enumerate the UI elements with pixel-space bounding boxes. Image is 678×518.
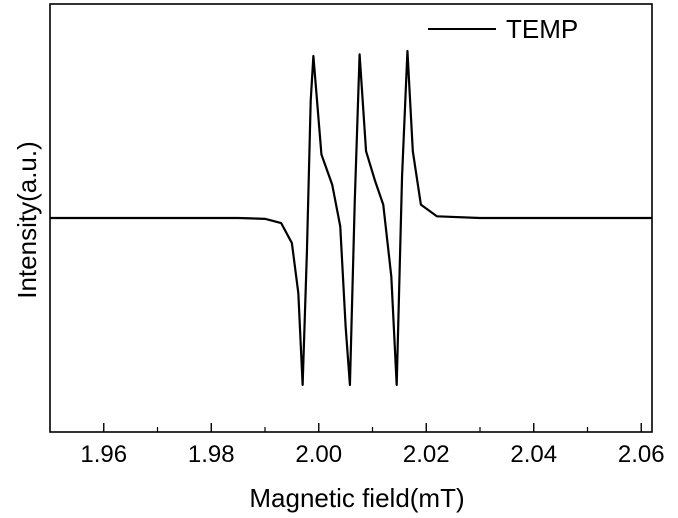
- x-axis-label: Magnetic field(mT): [249, 483, 464, 513]
- x-tick-label: 2.00: [295, 441, 342, 468]
- x-axis-ticks: 1.96 1.98 2.00 2.02 2.04 2.06: [80, 423, 665, 468]
- legend-label-temp: TEMP: [506, 14, 578, 44]
- y-axis-label: Intensity(a.u.): [12, 141, 42, 299]
- x-tick-label: 2.04: [510, 441, 557, 468]
- series-line-temp: [50, 49, 652, 387]
- x-tick-label: 2.02: [403, 441, 450, 468]
- x-tick-label: 2.06: [618, 441, 665, 468]
- x-tick-label: 1.96: [80, 441, 127, 468]
- legend: TEMP: [428, 14, 578, 44]
- x-tick-label: 1.98: [188, 441, 235, 468]
